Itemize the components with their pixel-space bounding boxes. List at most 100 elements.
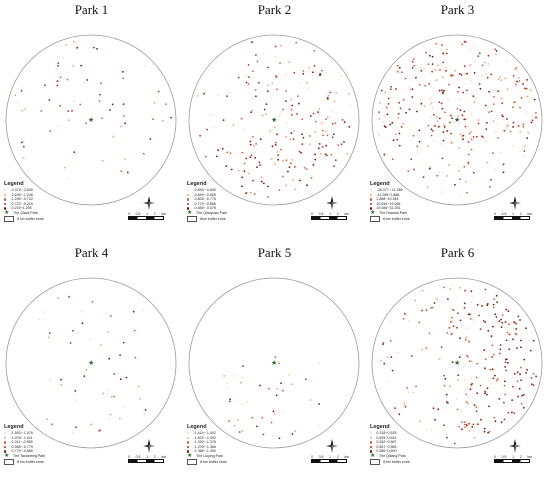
sample-point: [468, 429, 471, 432]
legend-range: -0.805~-0.775: [193, 197, 216, 202]
scale-unit: km: [344, 212, 349, 216]
scale-tick: 0: [128, 455, 130, 459]
scale-tick: 0: [128, 212, 130, 216]
sample-point: [396, 138, 399, 141]
sample-point: [492, 306, 495, 309]
legend-park: ★ The Qiliang Park: [370, 453, 410, 459]
sample-point: [106, 389, 109, 391]
map-legend: Legend -0.894~-0.849 -0.849~-0.805 -0.805~-…: [187, 181, 227, 222]
sample-point: [418, 84, 421, 86]
legend-class-5: 0.585~0.600: [370, 449, 410, 454]
sample-point: [321, 69, 323, 72]
sample-point: [516, 371, 519, 374]
sample-point: [493, 95, 495, 98]
sample-point: [247, 172, 250, 175]
sample-point: [526, 368, 528, 371]
sample-point: [434, 42, 437, 45]
sample-point: [488, 405, 490, 408]
buffer-label: 8 km buffer zone: [200, 459, 227, 464]
sample-point: [311, 71, 314, 74]
sample-point: [394, 407, 397, 410]
sample-point: [102, 392, 105, 395]
scale-tick: 0.5: [318, 212, 324, 216]
sample-point: [464, 338, 467, 341]
sample-point: [170, 116, 173, 119]
sample-point: [403, 404, 406, 407]
sample-point: [397, 112, 400, 115]
sample-point: [204, 155, 207, 158]
sample-point: [397, 116, 399, 119]
legend-swatch: [370, 193, 373, 197]
sample-point: [251, 416, 254, 419]
legend-swatch: [370, 445, 373, 449]
sample-point: [241, 185, 243, 188]
sample-point: [452, 325, 455, 327]
sample-point: [525, 111, 528, 113]
sample-point: [270, 158, 273, 161]
sample-point: [387, 97, 390, 100]
sample-point: [524, 87, 526, 90]
sample-point: [399, 107, 402, 110]
sample-point: [398, 101, 400, 104]
sample-point: [327, 94, 330, 97]
sample-point: [473, 44, 476, 46]
sample-point: [479, 87, 482, 90]
sample-point: [529, 349, 532, 352]
sample-point: [429, 99, 431, 101]
sample-point: [272, 434, 275, 437]
sample-point: [522, 123, 525, 126]
sample-point: [487, 329, 490, 332]
sample-point: [463, 421, 466, 423]
sample-point: [523, 150, 526, 152]
legend-range: -1.076~-1.011: [10, 435, 33, 440]
sample-point: [100, 82, 102, 85]
sample-point: [309, 399, 312, 401]
sample-point: [438, 358, 441, 360]
legend-class-5: -0.219~1.295: [4, 206, 44, 211]
scale-tick: 2: [336, 212, 339, 216]
sample-point: [281, 389, 284, 392]
sample-point: [473, 404, 476, 406]
sample-point: [382, 343, 384, 345]
sample-point: [509, 130, 512, 133]
legend-class-4: -0.722~-0.219: [4, 202, 44, 207]
sample-point: [380, 89, 383, 92]
legend-class-3: -1.246~-0.722: [4, 197, 44, 202]
sample-point: [317, 111, 319, 113]
sample-point: [470, 63, 473, 66]
sample-point: [492, 377, 495, 380]
park-name: The Qiliang Park: [379, 454, 406, 459]
legend-range: -2.639~-1.246: [10, 192, 33, 197]
sample-point: [494, 48, 496, 50]
sample-point: [254, 157, 257, 159]
sample-point: [391, 121, 394, 124]
sample-point: [445, 48, 448, 51]
sample-point: [313, 50, 316, 52]
sample-point: [281, 159, 284, 162]
park-location-star-icon: ★: [454, 359, 460, 367]
sample-point: [512, 121, 515, 124]
sample-point: [500, 97, 503, 100]
sample-point: [301, 133, 303, 136]
sample-point: [498, 352, 501, 355]
sample-point: [486, 393, 488, 396]
sample-point: [446, 175, 449, 177]
sample-point: [460, 410, 462, 413]
sample-point: [505, 87, 508, 89]
sample-point: [500, 421, 503, 424]
sample-point: [515, 323, 518, 325]
sample-point: [447, 164, 450, 167]
sample-point: [260, 64, 263, 67]
sample-point: [398, 66, 401, 69]
sample-point: [468, 422, 470, 425]
sample-point: [46, 418, 48, 420]
sample-point: [458, 73, 461, 75]
legend-swatch: [4, 193, 7, 197]
sample-point: [279, 62, 281, 64]
sample-point: [430, 307, 432, 309]
panel-title: Park 1: [74, 2, 109, 17]
north-arrow-icon: [143, 196, 155, 210]
panel-park-2: ★ Park 2 Legend -0.894~-0.849 -0.849~-0.805-…: [183, 0, 366, 242]
legend-title: Legend: [187, 424, 207, 430]
sample-point: [162, 119, 164, 122]
